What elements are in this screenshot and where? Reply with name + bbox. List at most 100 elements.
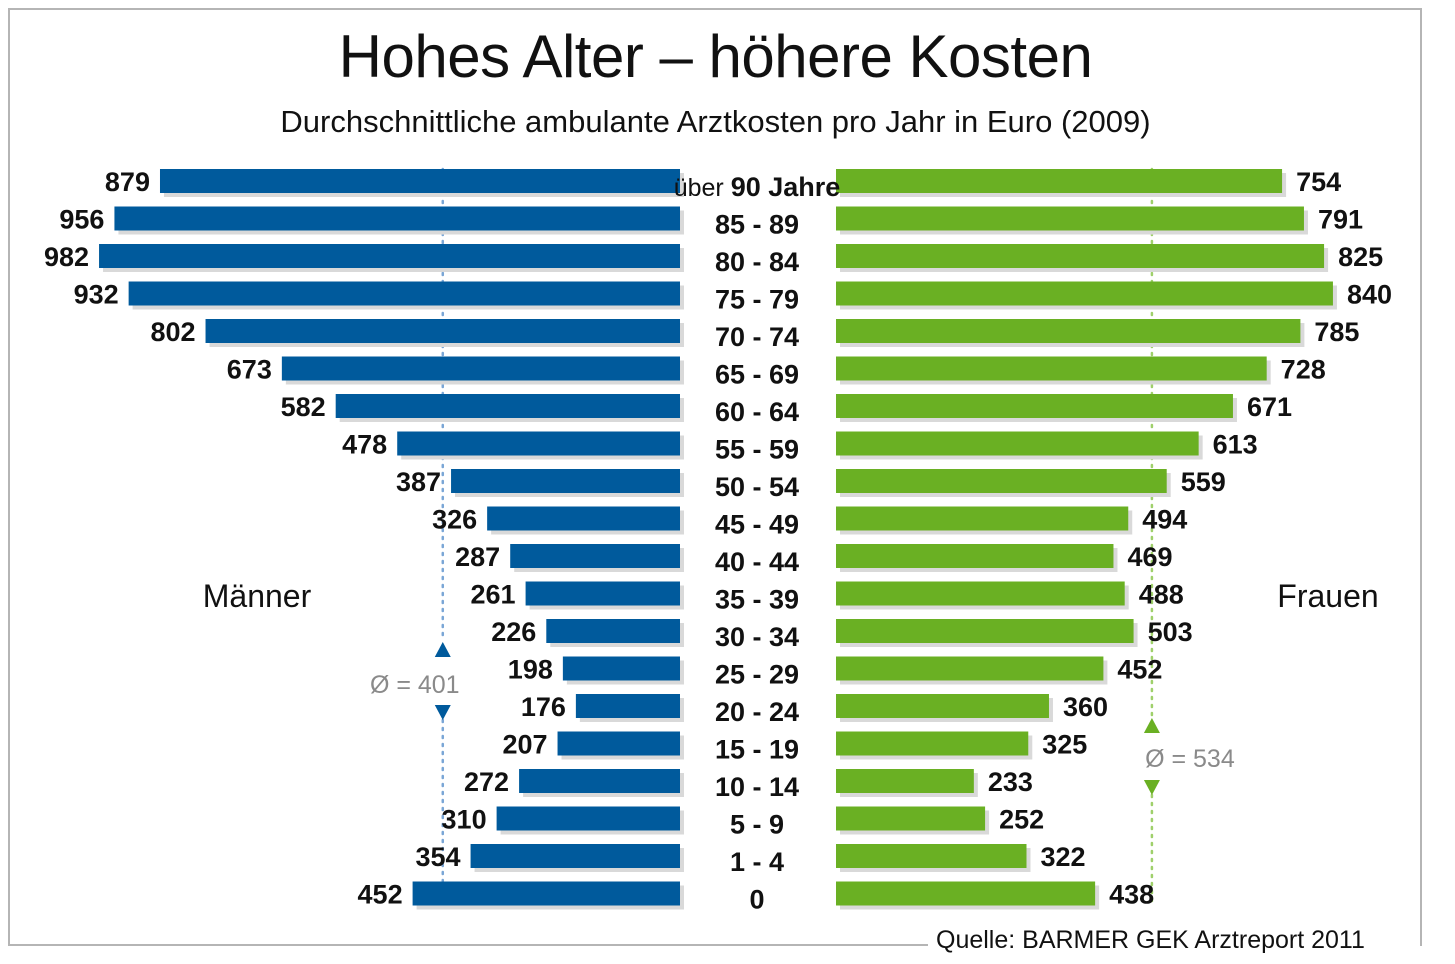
age-group-label: 85 - 89	[715, 210, 799, 240]
men-bar	[128, 281, 681, 306]
women-value-label: 503	[1148, 617, 1193, 647]
age-group-label: 65 - 69	[715, 360, 799, 390]
women-value-label: 559	[1181, 467, 1226, 497]
women-bar	[836, 281, 1333, 306]
men-bar	[335, 394, 680, 418]
men-bar	[281, 356, 680, 381]
women-value-label: 785	[1314, 317, 1359, 347]
men-value-label: 176	[521, 692, 566, 722]
women-value-label: 325	[1042, 730, 1087, 760]
age-group-label: 80 - 84	[715, 247, 799, 277]
age-group-label: 55 - 59	[715, 435, 799, 465]
men-value-label: 452	[358, 880, 403, 910]
women-bar	[836, 469, 1167, 493]
men-bar	[397, 431, 680, 456]
women-value-label: 469	[1127, 542, 1172, 572]
men-bar	[159, 169, 681, 193]
men-bar	[575, 694, 680, 718]
men-value-label: 226	[491, 617, 536, 647]
women-value-label: 452	[1117, 655, 1162, 685]
men-value-label: 261	[471, 580, 516, 610]
women-series-label: Frauen	[1277, 578, 1378, 614]
women-value-label: 791	[1318, 205, 1363, 235]
women-average-label: Ø = 534	[1145, 745, 1235, 773]
women-bar	[836, 319, 1301, 343]
women-value-label: 488	[1139, 580, 1184, 610]
men-value-label: 582	[281, 392, 326, 422]
age-group-label: 45 - 49	[715, 510, 799, 540]
women-bar	[836, 619, 1134, 643]
men-bar	[525, 581, 680, 606]
men-value-label: 879	[105, 167, 150, 197]
women-bar	[836, 844, 1027, 868]
chart-subtitle: Durchschnittliche ambulante Arztkosten p…	[280, 104, 1151, 139]
women-bar	[836, 244, 1325, 268]
men-value-label: 932	[74, 280, 119, 310]
women-bar	[836, 506, 1129, 531]
source-note: Quelle: BARMER GEK Arztreport 2011	[936, 926, 1365, 954]
women-bar	[836, 881, 1096, 906]
men-series-label: Männer	[203, 578, 312, 614]
men-value-label: 326	[432, 505, 477, 535]
women-value-label: 840	[1347, 280, 1392, 310]
women-bar	[836, 394, 1233, 418]
women-value-label: 671	[1247, 392, 1292, 422]
men-value-label: 982	[44, 242, 89, 272]
men-value-label: 956	[59, 205, 104, 235]
women-value-label: 360	[1063, 692, 1108, 722]
chart-frame	[8, 8, 1422, 946]
men-bar	[496, 806, 680, 831]
women-average-arrow-down	[1143, 780, 1160, 795]
age-group-label: 40 - 44	[715, 547, 799, 577]
men-bar	[114, 206, 680, 231]
age-group-label: 5 - 9	[730, 810, 784, 840]
men-bar	[510, 544, 680, 568]
women-value-label: 322	[1040, 842, 1085, 872]
age-group-label: 20 - 24	[715, 697, 799, 727]
women-bar	[836, 356, 1267, 381]
age-group-label: 15 - 19	[715, 735, 799, 765]
women-bar	[836, 731, 1029, 756]
age-group-label: 50 - 54	[715, 472, 799, 502]
women-bar	[836, 694, 1049, 718]
women-value-label: 438	[1109, 880, 1154, 910]
men-value-label: 387	[396, 467, 441, 497]
women-average-arrow-up	[1143, 718, 1160, 733]
men-bar	[205, 319, 680, 343]
age-group-label: 25 - 29	[715, 660, 799, 690]
age-group-label: 60 - 64	[715, 397, 799, 427]
men-bar	[470, 844, 680, 868]
women-value-label: 494	[1142, 505, 1187, 535]
age-group-label: 1 - 4	[730, 847, 784, 877]
men-value-label: 198	[508, 655, 553, 685]
age-group-label: 30 - 34	[715, 622, 799, 652]
men-average-arrow-up	[434, 642, 451, 657]
men-value-label: 673	[227, 355, 272, 385]
men-bar	[487, 506, 680, 531]
women-value-label: 252	[999, 805, 1044, 835]
women-bar	[836, 769, 974, 793]
age-group-label: über 90 Jahre	[674, 172, 841, 202]
age-group-label: 70 - 74	[715, 322, 799, 352]
women-value-label: 728	[1281, 355, 1326, 385]
men-bar	[562, 656, 680, 681]
chart-title: Hohes Alter – höhere Kosten	[338, 23, 1093, 90]
men-value-label: 272	[464, 767, 509, 797]
frame-bottom-line	[8, 944, 928, 946]
men-bar	[557, 731, 680, 756]
men-bar	[451, 469, 680, 493]
men-value-label: 802	[150, 317, 195, 347]
men-value-label: 310	[442, 805, 487, 835]
men-value-label: 354	[416, 842, 461, 872]
men-bar	[99, 244, 680, 268]
men-value-label: 287	[455, 542, 500, 572]
age-group-label: 75 - 79	[715, 285, 799, 315]
men-value-label: 478	[342, 430, 387, 460]
men-bar	[412, 881, 680, 906]
women-value-label: 825	[1338, 242, 1383, 272]
women-bar	[836, 656, 1104, 681]
men-bar	[519, 769, 680, 793]
women-value-label: 754	[1296, 167, 1341, 197]
women-value-label: 233	[988, 767, 1033, 797]
